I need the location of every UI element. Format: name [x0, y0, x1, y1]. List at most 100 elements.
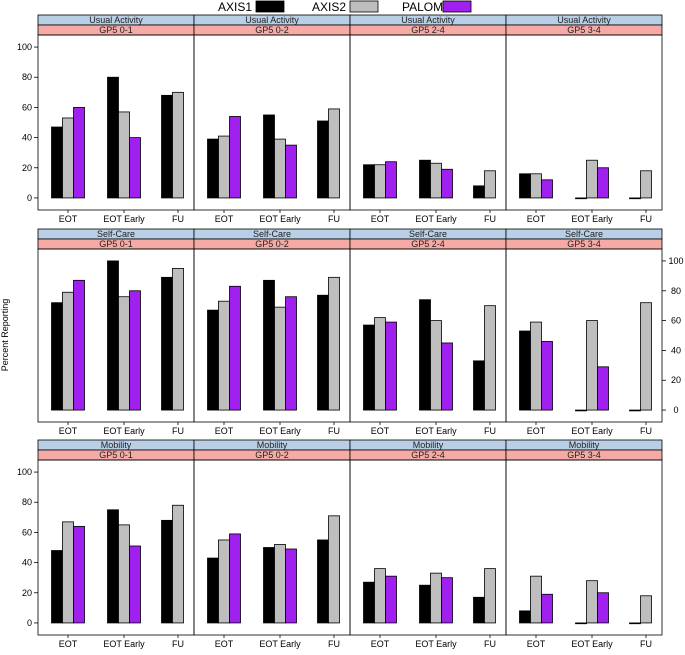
bar-axis1-0-2-2 — [473, 185, 485, 199]
y-axis-label: Percent Reporting — [0, 299, 10, 372]
y-tick-label: 60 — [671, 316, 681, 326]
x-tick-label: EOT — [371, 639, 390, 649]
bar-axis1-0-1-0 — [207, 138, 219, 199]
bar-axis2-0-0-2 — [172, 91, 184, 199]
y-tick-label: 0 — [27, 618, 32, 628]
x-tick-label: FU — [172, 426, 184, 436]
bar-paloma-2-0-0 — [73, 525, 85, 624]
bar-axis2-1-0-0 — [62, 291, 74, 411]
y-tick-label: 20 — [22, 163, 32, 173]
bar-axis1-2-0-2 — [161, 519, 173, 624]
strip-group-label: GP5 0-1 — [99, 25, 133, 35]
bar-axis1-2-3-0 — [519, 610, 531, 624]
y-tick-label: 100 — [17, 467, 32, 477]
bar-paloma-1-0-0 — [73, 279, 85, 411]
strip-domain-label: Usual Activity — [401, 15, 455, 25]
bar-paloma-2-1-1 — [285, 548, 297, 624]
x-tick-label: EOT — [215, 426, 234, 436]
x-tick-label: EOT — [527, 426, 546, 436]
y-tick-label: 40 — [22, 133, 32, 143]
x-tick-label: EOT Early — [103, 214, 145, 224]
strip-group-label: GP5 0-2 — [255, 239, 289, 249]
bar-axis1-1-3-2 — [629, 409, 641, 412]
bar-paloma-1-1-1 — [285, 296, 297, 411]
bar-paloma-2-3-0 — [541, 593, 553, 624]
bar-axis1-2-0-0 — [51, 550, 63, 624]
bar-paloma-0-2-0 — [385, 161, 397, 199]
x-tick-label: EOT — [215, 639, 234, 649]
bar-axis1-0-0-2 — [161, 94, 173, 199]
bar-axis2-1-1-0 — [218, 300, 230, 411]
x-tick-label: FU — [484, 214, 496, 224]
bar-axis2-1-2-0 — [374, 317, 386, 411]
bar-axis1-2-2-2 — [473, 596, 485, 624]
bar-paloma-1-0-1 — [129, 290, 141, 411]
x-tick-label: EOT Early — [415, 426, 457, 436]
bar-axis2-1-2-1 — [430, 320, 442, 411]
bar-paloma-0-1-1 — [285, 144, 297, 199]
bar-axis1-2-1-2 — [317, 539, 329, 624]
bar-axis1-0-3-0 — [519, 173, 531, 199]
x-tick-label: EOT Early — [103, 639, 145, 649]
bar-axis2-1-0-1 — [118, 296, 130, 411]
strip-group-label: GP5 3-4 — [567, 239, 601, 249]
legend-label-axis1: AXIS1 — [218, 0, 252, 14]
bar-axis2-2-0-0 — [62, 521, 74, 624]
bar-axis2-0-1-2 — [328, 108, 340, 199]
x-tick-label: EOT Early — [415, 214, 457, 224]
bar-axis1-1-3-1 — [575, 409, 587, 412]
bar-axis1-1-0-0 — [51, 302, 63, 411]
legend-swatch-axis2 — [349, 0, 379, 13]
bar-axis2-2-0-1 — [118, 524, 130, 624]
x-tick-label: FU — [484, 426, 496, 436]
bar-paloma-0-2-1 — [441, 168, 453, 199]
bar-axis2-2-2-1 — [430, 572, 442, 624]
bar-paloma-1-1-0 — [229, 285, 241, 411]
x-tick-label: EOT Early — [103, 426, 145, 436]
x-tick-label: EOT — [527, 639, 546, 649]
legend-label-paloma: PALOMA — [402, 0, 451, 14]
bar-axis2-0-2-2 — [484, 170, 496, 199]
bar-axis1-1-0-1 — [107, 260, 119, 411]
strip-group-label: GP5 2-4 — [411, 25, 445, 35]
x-tick-label: FU — [328, 426, 340, 436]
bar-axis2-1-3-1 — [586, 320, 598, 411]
x-tick-label: FU — [172, 639, 184, 649]
bar-axis2-0-3-0 — [530, 173, 542, 199]
x-tick-label: FU — [640, 426, 652, 436]
bar-axis1-2-2-0 — [363, 581, 375, 624]
x-tick-label: EOT Early — [259, 639, 301, 649]
legend-swatch-paloma — [442, 0, 472, 13]
strip-domain-label: Mobility — [101, 440, 132, 450]
bar-paloma-2-2-0 — [385, 575, 397, 624]
bar-axis1-0-3-2 — [629, 197, 641, 200]
y-tick-label: 60 — [22, 527, 32, 537]
bar-axis2-2-1-2 — [328, 515, 340, 624]
bar-axis1-0-2-1 — [419, 159, 431, 199]
y-tick-label: 0 — [673, 405, 678, 415]
x-tick-label: EOT — [59, 639, 78, 649]
bar-axis2-1-0-2 — [172, 267, 184, 411]
strip-group-label: GP5 0-2 — [255, 25, 289, 35]
y-tick-label: 0 — [27, 193, 32, 203]
strip-group-label: GP5 3-4 — [567, 25, 601, 35]
x-tick-label: EOT — [527, 214, 546, 224]
bar-axis1-0-3-1 — [575, 197, 587, 200]
x-tick-label: EOT Early — [259, 426, 301, 436]
bar-paloma-0-3-0 — [541, 179, 553, 199]
bar-axis1-1-3-0 — [519, 330, 531, 411]
y-tick-label: 40 — [22, 558, 32, 568]
x-tick-label: EOT Early — [571, 639, 613, 649]
panel-frame-2-3 — [505, 459, 663, 636]
strip-domain-label: Usual Activity — [245, 15, 299, 25]
bar-paloma-1-3-1 — [597, 366, 609, 411]
strip-group-label: GP5 2-4 — [411, 239, 445, 249]
bar-axis2-0-3-2 — [640, 170, 652, 199]
bar-paloma-0-3-1 — [597, 167, 609, 199]
strip-domain-label: Mobility — [257, 440, 288, 450]
x-tick-label: EOT — [215, 214, 234, 224]
y-tick-label: 40 — [671, 345, 681, 355]
bar-axis2-1-3-2 — [640, 302, 652, 411]
x-tick-label: EOT — [59, 214, 78, 224]
